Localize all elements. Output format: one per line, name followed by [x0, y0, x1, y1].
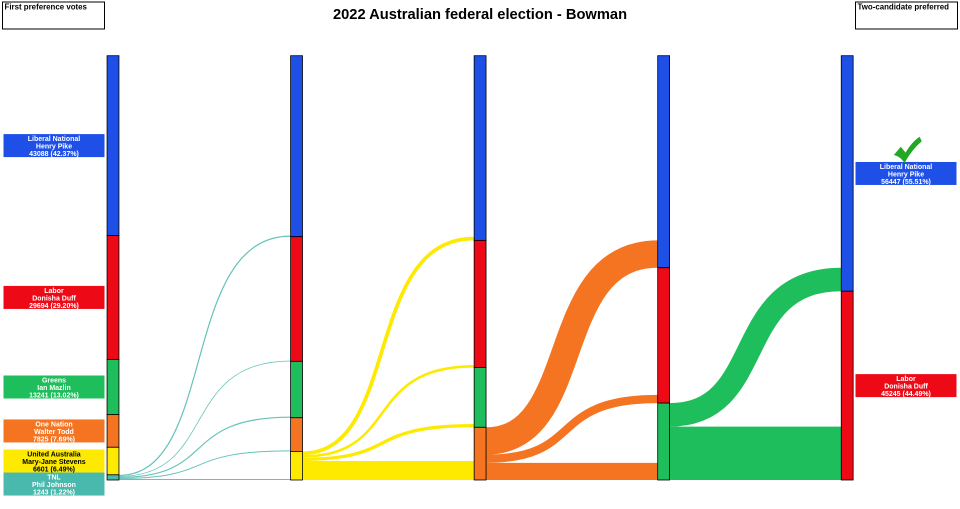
svg-text:Ian Mazlin: Ian Mazlin [37, 385, 70, 392]
svg-text:Labor: Labor [44, 288, 64, 295]
svg-text:6601 (6.49%): 6601 (6.49%) [33, 466, 75, 473]
svg-text:United Australia: United Australia [27, 451, 81, 458]
svg-text:Donisha Duff: Donisha Duff [884, 384, 928, 391]
svg-text:2022 Australian federal electi: 2022 Australian federal election - Bowma… [333, 7, 627, 23]
svg-text:7825 (7.69%): 7825 (7.69%) [33, 436, 75, 443]
svg-text:Henry Pike: Henry Pike [888, 171, 924, 178]
svg-text:Greens: Greens [42, 377, 66, 384]
svg-text:Liberal National: Liberal National [28, 136, 81, 143]
svg-text:45245 (44.49%): 45245 (44.49%) [881, 391, 931, 398]
svg-text:13241 (13.02%): 13241 (13.02%) [29, 392, 79, 399]
svg-text:43088 (42.37%): 43088 (42.37%) [29, 151, 79, 158]
svg-text:Walter Todd: Walter Todd [34, 429, 74, 436]
svg-text:Phil Johnson: Phil Johnson [32, 482, 76, 489]
svg-text:Two-candidate preferred: Two-candidate preferred [858, 2, 950, 11]
svg-text:Henry Pike: Henry Pike [36, 143, 72, 150]
svg-text:One Nation: One Nation [35, 421, 72, 428]
svg-text:Mary-Jane Stevens: Mary-Jane Stevens [22, 459, 86, 466]
svg-text:Liberal National: Liberal National [880, 164, 933, 171]
svg-text:First preference votes: First preference votes [5, 2, 88, 11]
svg-text:56447 (55.51%): 56447 (55.51%) [881, 179, 931, 186]
svg-text:1243 (1.22%): 1243 (1.22%) [33, 489, 75, 496]
svg-text:TNL: TNL [47, 474, 61, 481]
svg-text:Labor: Labor [896, 376, 916, 383]
svg-text:Donisha Duff: Donisha Duff [32, 295, 76, 302]
svg-text:29694 (29.20%): 29694 (29.20%) [29, 303, 79, 310]
